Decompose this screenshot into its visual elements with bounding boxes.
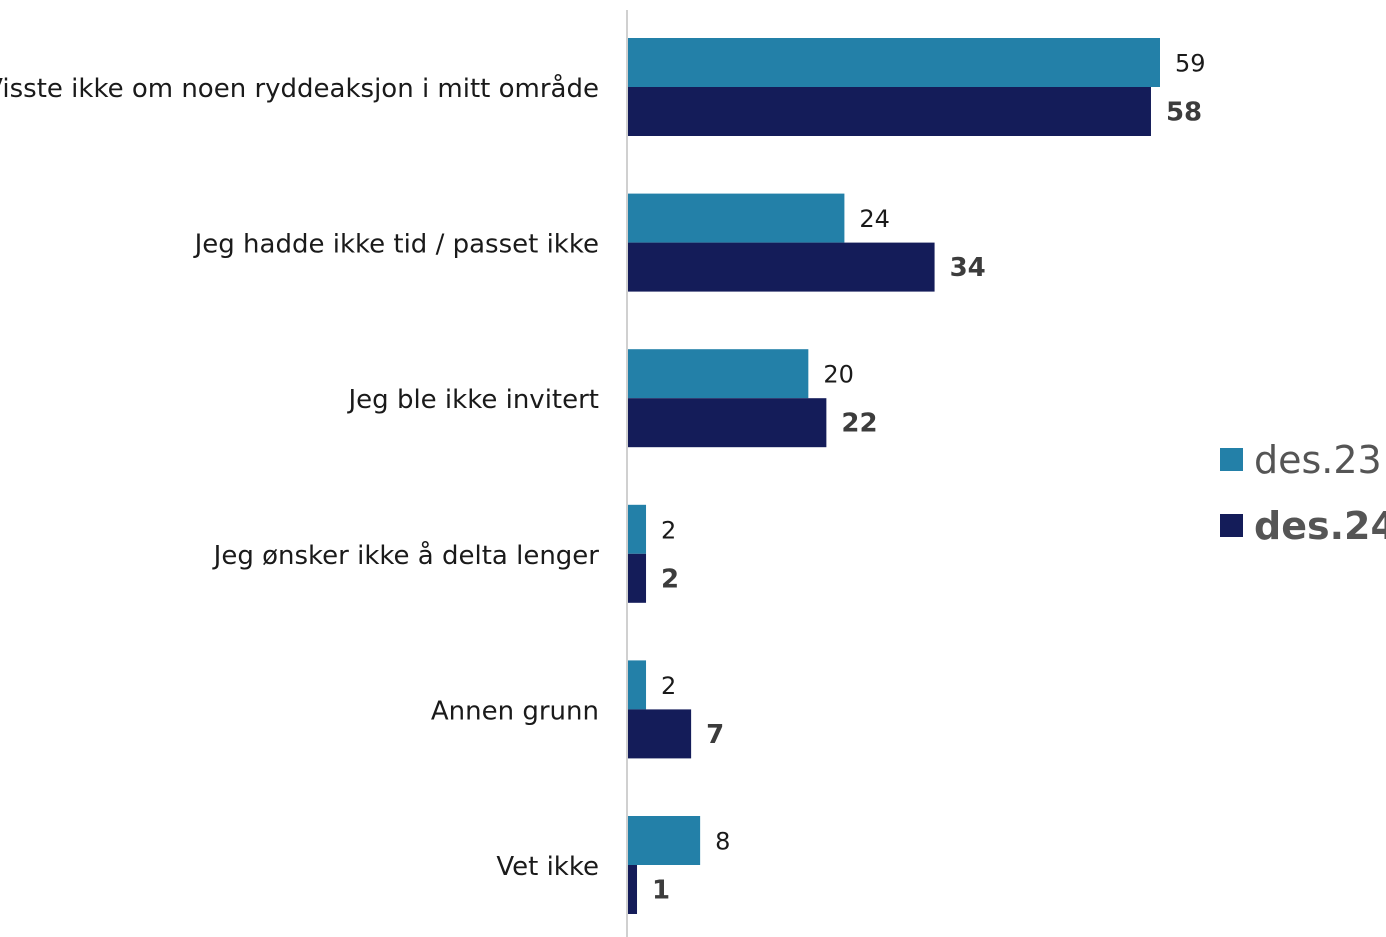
- category-label: Vet ikke: [496, 852, 599, 882]
- value-label-des-23: 2: [661, 672, 676, 700]
- bar-des-23: [628, 349, 809, 399]
- bar-des-24: [628, 709, 692, 759]
- value-label-des-24: 7: [706, 720, 724, 750]
- category-label: Jeg ønsker ikke å delta lenger: [212, 540, 600, 571]
- bar-des-23: [628, 193, 845, 243]
- bar-des-24: [628, 87, 1151, 136]
- value-label-des-23: 24: [859, 205, 890, 233]
- value-label-des-24: 22: [841, 409, 877, 439]
- bars: [628, 38, 1160, 914]
- legend: des.23 des.24: [1220, 438, 1386, 548]
- bar-des-24: [628, 865, 638, 914]
- bar-des-23: [628, 816, 701, 865]
- bar-des-24: [628, 553, 647, 603]
- legend-label-des-24: des.24: [1254, 504, 1386, 548]
- category-label: Annen grunn: [431, 696, 599, 726]
- value-label-des-23: 8: [715, 828, 730, 856]
- bar-des-23: [628, 660, 647, 710]
- category-label: Jeg ble ikke invitert: [347, 385, 599, 415]
- bar-des-23: [628, 504, 647, 554]
- category-label: Visste ikke om noen ryddeaksjon i mitt o…: [0, 73, 599, 104]
- value-label-des-23: 2: [661, 516, 676, 544]
- bar-des-24: [628, 242, 935, 292]
- value-label-des-24: 2: [661, 564, 679, 594]
- bar-des-24: [628, 398, 827, 448]
- legend-swatch-des-23: [1220, 448, 1243, 471]
- category-label: Jeg hadde ikke tid / passet ikke: [193, 230, 599, 260]
- value-label-des-24: 34: [950, 253, 986, 283]
- value-label-des-24: 58: [1166, 98, 1202, 128]
- legend-swatch-des-24: [1220, 514, 1243, 537]
- bar-des-23: [628, 38, 1160, 87]
- category-labels: Visste ikke om noen ryddeaksjon i mitt o…: [0, 73, 599, 882]
- value-label-des-23: 20: [823, 361, 854, 389]
- legend-label-des-23: des.23: [1254, 438, 1382, 482]
- value-label-des-24: 1: [652, 876, 670, 906]
- value-label-des-23: 59: [1175, 50, 1206, 78]
